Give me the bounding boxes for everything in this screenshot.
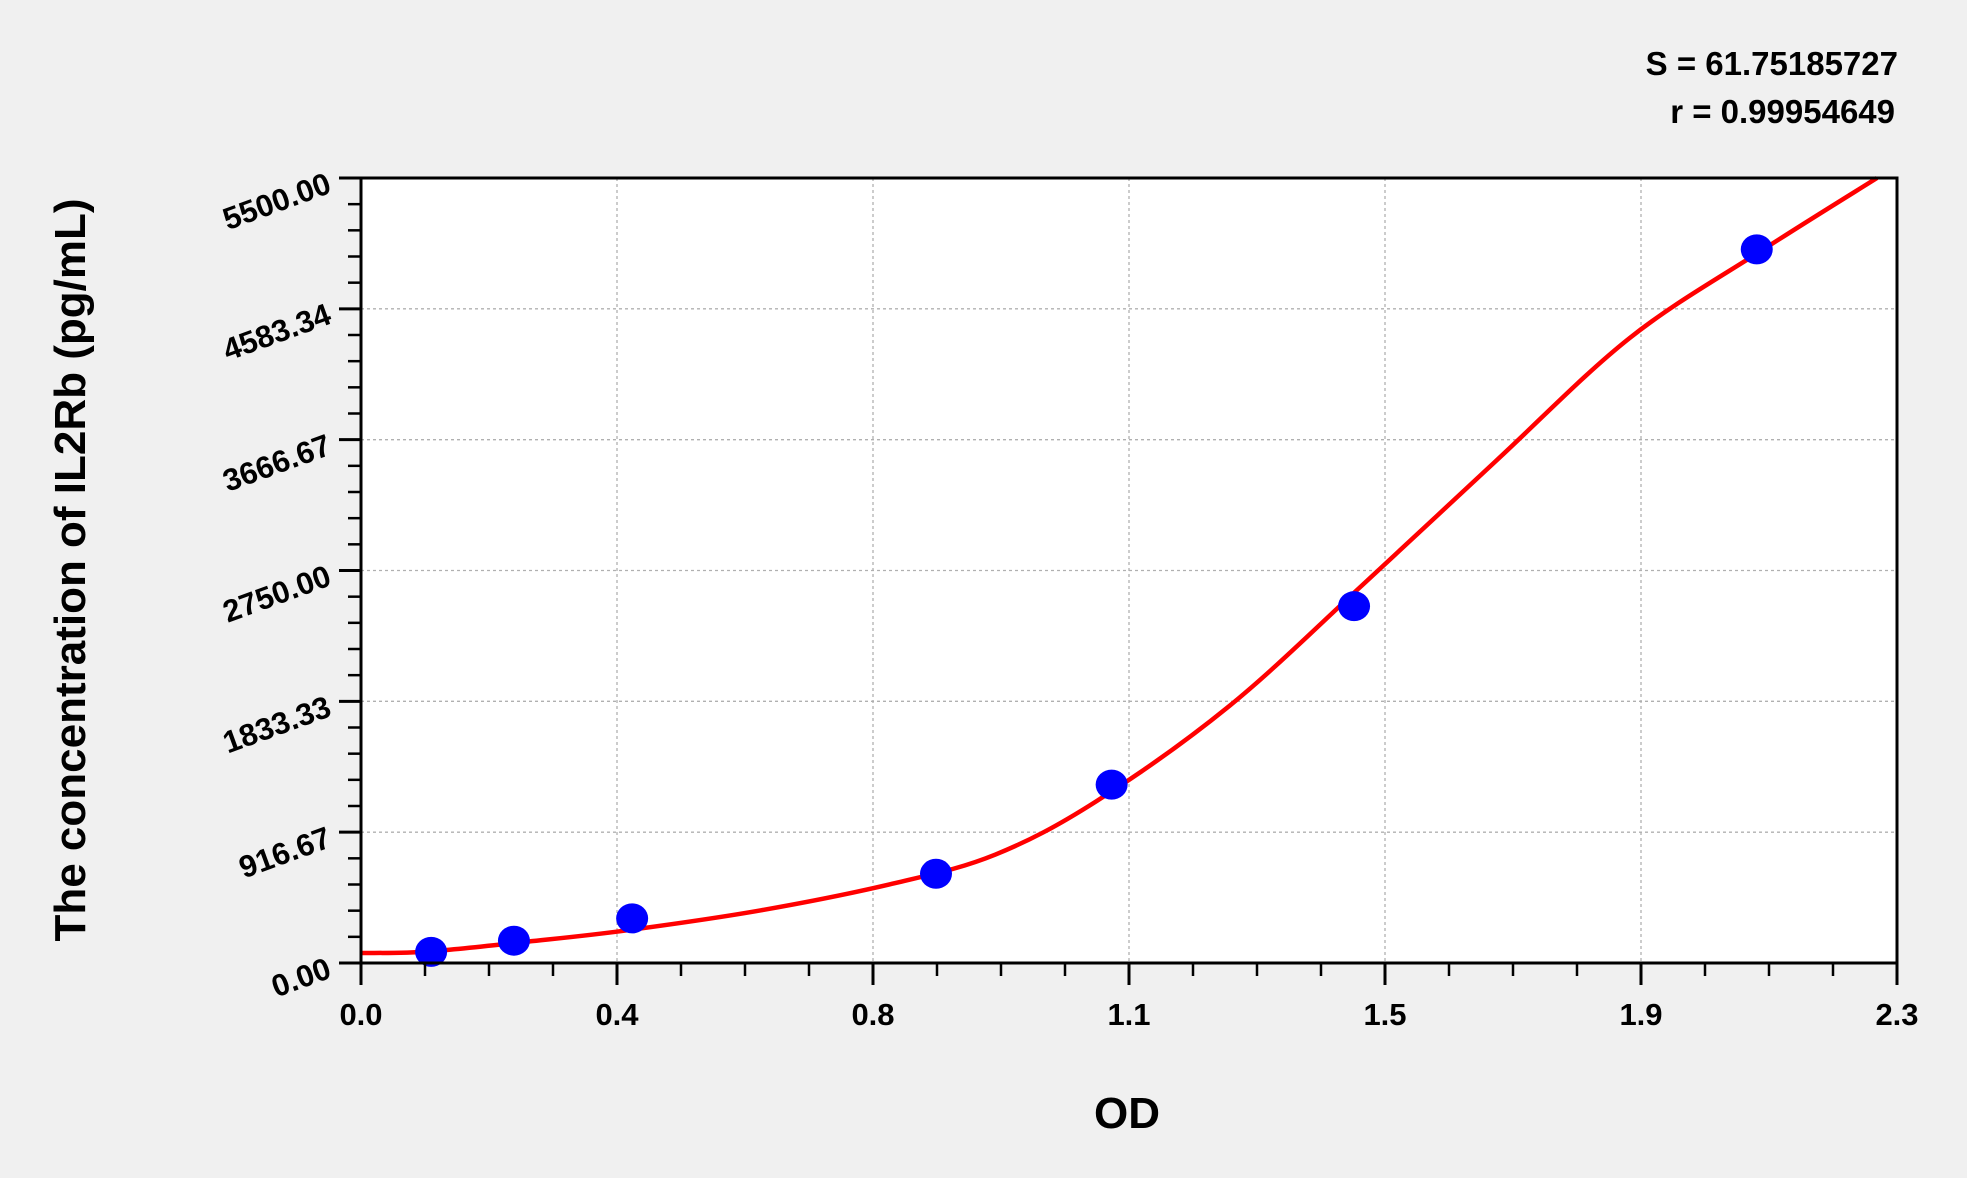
x-tick-label: 1.1: [1107, 997, 1150, 1032]
data-point: [919, 858, 952, 889]
x-tick-label: 2.3: [1875, 997, 1918, 1032]
x-tick-label: 0.4: [595, 997, 639, 1032]
fitted-curve-line: [360, 176, 1879, 956]
y-tick-label: 2750.00: [218, 558, 335, 629]
data-point: [1095, 769, 1128, 800]
r-annotation: r = 0.99954649: [1670, 93, 1895, 130]
data-point: [1740, 234, 1773, 265]
x-tick-label: 0.0: [339, 997, 382, 1032]
y-tick-label: 5500.00: [218, 166, 335, 237]
data-point: [616, 903, 649, 934]
y-tick-label: 916.67: [234, 820, 335, 885]
y-tick-label: 3666.67: [218, 427, 335, 498]
y-tick-label: 0.00: [267, 951, 336, 1005]
fitted-curve-layer: [360, 176, 1879, 956]
data-point: [497, 925, 530, 956]
x-tick-label: 1.5: [1363, 997, 1406, 1032]
x-axis-label: OD: [1094, 1089, 1160, 1138]
y-tick-label: 1833.33: [218, 689, 335, 760]
data-point: [415, 936, 448, 967]
data-points-layer: [415, 234, 1773, 967]
grid: [361, 178, 1897, 963]
y-tick-label: 4583.34: [218, 296, 336, 367]
x-tick-label: 1.9: [1619, 997, 1662, 1032]
x-tick-label: 0.8: [851, 997, 894, 1032]
y-axis-label: The concentration of IL2Rb (pg/mL): [46, 198, 95, 941]
data-point: [1338, 591, 1371, 622]
s-annotation: S = 61.75185727: [1646, 45, 1898, 82]
